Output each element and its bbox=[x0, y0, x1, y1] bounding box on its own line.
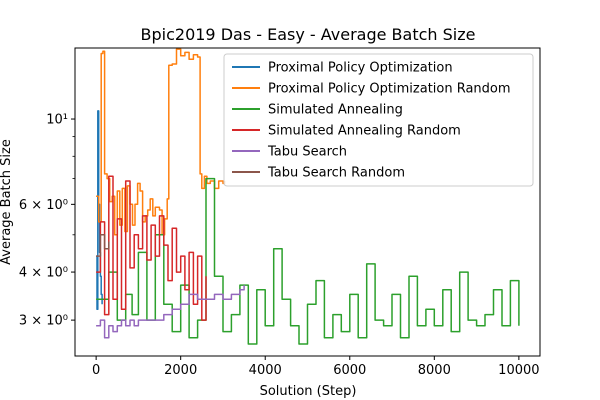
legend-label-0: Proximal Policy Optimization bbox=[268, 61, 453, 76]
series-line-3 bbox=[96, 175, 207, 321]
x-tick-label-3: 6000 bbox=[333, 363, 366, 378]
x-tick-label-5: 10000 bbox=[498, 363, 539, 378]
x-tick-label-4: 8000 bbox=[418, 363, 451, 378]
chart-title: Bpic2019 Das - Easy - Average Batch Size bbox=[141, 25, 476, 44]
x-axis-label: Solution (Step) bbox=[260, 384, 357, 399]
series-line-4 bbox=[96, 285, 245, 339]
y-tick-label-3: 10¹ bbox=[46, 113, 68, 128]
x-tick-label-2: 4000 bbox=[249, 363, 282, 378]
legend-label-2: Simulated Annealing bbox=[268, 103, 403, 118]
legend-label-3: Simulated Annealing Random bbox=[268, 124, 461, 139]
x-axis: 0 2000 4000 6000 8000 10000 bbox=[92, 356, 540, 378]
y-tick-label-2: 6 × 10⁰ bbox=[19, 198, 68, 213]
series-line-2 bbox=[96, 177, 520, 345]
x-tick-label-0: 0 bbox=[92, 363, 100, 378]
y-tick-label-0: 3 × 10⁰ bbox=[19, 314, 68, 329]
y-tick-label-1: 4 × 10⁰ bbox=[19, 266, 68, 281]
x-tick-label-1: 2000 bbox=[164, 363, 197, 378]
y-axis-label: Average Batch Size bbox=[0, 139, 14, 265]
series-line-1 bbox=[96, 48, 226, 236]
legend: Proximal Policy Optimization Proximal Pol… bbox=[223, 53, 534, 187]
legend-label-5: Tabu Search Random bbox=[267, 166, 405, 181]
series-line-5 bbox=[96, 234, 110, 257]
legend-box bbox=[223, 53, 534, 187]
plot-frame bbox=[74, 47, 541, 357]
legend-label-4: Tabu Search bbox=[267, 145, 347, 160]
series-layer bbox=[96, 48, 520, 345]
y-axis: 3 × 10⁰ 4 × 10⁰ 6 × 10⁰ 10¹ bbox=[19, 113, 75, 329]
legend-label-1: Proximal Policy Optimization Random bbox=[268, 82, 511, 97]
series-line-0 bbox=[96, 110, 103, 311]
